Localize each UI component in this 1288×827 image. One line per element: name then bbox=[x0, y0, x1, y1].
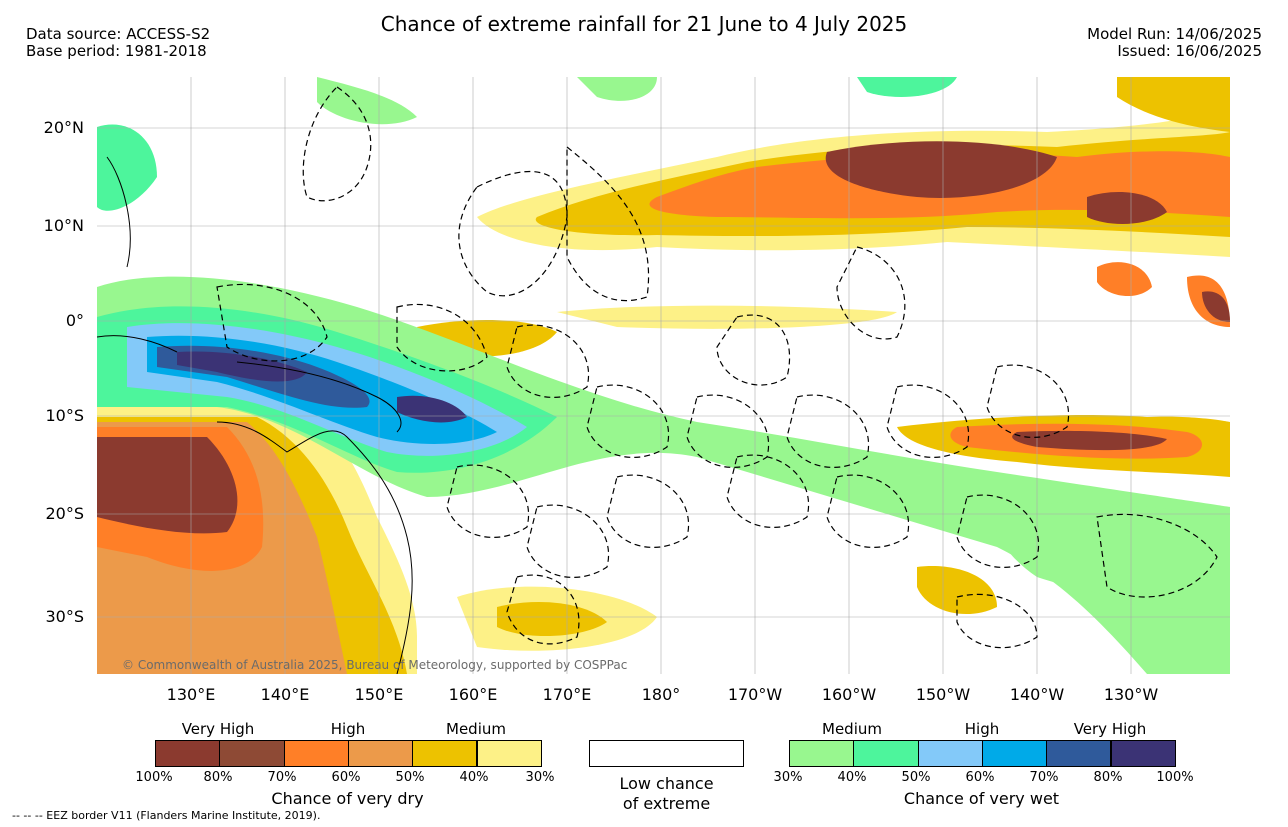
wet-swatch-4 bbox=[1046, 740, 1112, 767]
dry-swatch-2 bbox=[283, 740, 349, 767]
low-chance-line2: of extreme bbox=[622, 794, 711, 813]
wet-tick-50: 50% bbox=[901, 770, 931, 785]
map-title: Chance of extreme rainfall for 21 June t… bbox=[380, 12, 908, 36]
dry-legend-title: Chance of very dry bbox=[271, 789, 424, 808]
wet-category-very-high: Very High bbox=[1073, 720, 1147, 738]
rainfall-map bbox=[97, 77, 1230, 674]
dry-category-high: High bbox=[330, 720, 366, 738]
lat-label-30s: 30°S bbox=[45, 607, 84, 626]
wet-category-medium: Medium bbox=[822, 720, 882, 738]
wet-tick-30: 30% bbox=[773, 770, 803, 785]
low-chance-swatch bbox=[589, 740, 744, 767]
lon-label-160e: 160°E bbox=[448, 685, 498, 704]
wet-tick-100: 100% bbox=[1156, 770, 1194, 785]
dry-swatch-4 bbox=[412, 740, 478, 767]
lat-label-20s: 20°S bbox=[45, 504, 84, 523]
issued-text: Issued: 16/06/2025 bbox=[1117, 42, 1262, 60]
lon-label-140w: 140°W bbox=[1009, 685, 1065, 704]
lon-label-150w: 150°W bbox=[915, 685, 971, 704]
copyright-notice: © Commonwealth of Australia 2025, Bureau… bbox=[122, 658, 628, 672]
dry-tick-30: 30% bbox=[525, 770, 555, 785]
lon-label-150e: 150°E bbox=[354, 685, 404, 704]
dry-category-medium: Medium bbox=[446, 720, 506, 738]
wet-legend-title: Chance of very wet bbox=[903, 789, 1060, 808]
dry-tick-40: 40% bbox=[459, 770, 489, 785]
eez-borders bbox=[216, 86, 1218, 649]
lat-label-eq: 0° bbox=[65, 311, 84, 330]
wet-tick-70: 70% bbox=[1029, 770, 1059, 785]
header-right: Model Run: 14/06/2025 Issued: 16/06/2025 bbox=[1087, 26, 1262, 60]
wet-tick-80: 80% bbox=[1093, 770, 1123, 785]
wet-tick-40: 40% bbox=[837, 770, 867, 785]
lat-label-20n: 20°N bbox=[43, 118, 84, 137]
dry-tick-70: 70% bbox=[267, 770, 297, 785]
lon-label-160w: 160°W bbox=[821, 685, 877, 704]
dry-north-band bbox=[477, 77, 1230, 327]
lon-label-180: 180° bbox=[641, 685, 681, 704]
lat-label-10n: 10°N bbox=[43, 216, 84, 235]
lon-label-170w: 170°W bbox=[727, 685, 783, 704]
wet-swatch-1 bbox=[853, 740, 919, 767]
data-source-text: Data source: ACCESS-S2 bbox=[26, 25, 211, 43]
dry-swatch-1 bbox=[219, 740, 285, 767]
dry-category-very-high: Very High bbox=[181, 720, 255, 738]
wet-swatch-0 bbox=[789, 740, 855, 767]
lat-label-10s: 10°S bbox=[45, 406, 84, 425]
dry-tick-50: 50% bbox=[395, 770, 425, 785]
wet-swatch-5 bbox=[1110, 740, 1176, 767]
wet-swatch-2 bbox=[917, 740, 983, 767]
dry-australia bbox=[97, 407, 417, 674]
header-left: Data source: ACCESS-S2 Base period: 1981… bbox=[26, 26, 210, 60]
lon-label-130e: 130°E bbox=[166, 685, 216, 704]
base-period-text: Base period: 1981-2018 bbox=[26, 42, 207, 60]
dry-tick-80: 80% bbox=[203, 770, 233, 785]
lon-label-170e: 170°E bbox=[542, 685, 592, 704]
dry-tick-100: 100% bbox=[135, 770, 173, 785]
wet-swatch-3 bbox=[981, 740, 1048, 767]
wet-category-high: High bbox=[964, 720, 1000, 738]
low-chance-line1: Low chance bbox=[619, 774, 714, 793]
dry-southeast-band bbox=[897, 415, 1230, 477]
dry-swatch-0 bbox=[155, 740, 221, 767]
model-run-text: Model Run: 14/06/2025 bbox=[1087, 25, 1262, 43]
wet-tick-60: 60% bbox=[965, 770, 995, 785]
dry-swatch-5 bbox=[476, 740, 542, 767]
coastlines bbox=[97, 156, 413, 674]
graticule bbox=[97, 77, 1230, 674]
dry-swatch-3 bbox=[347, 740, 414, 767]
lon-label-140e: 140°E bbox=[260, 685, 310, 704]
eez-footnote: -- -- -- EEZ border V11 (Flanders Marine… bbox=[12, 809, 321, 822]
dry-tick-60: 60% bbox=[331, 770, 361, 785]
lon-label-130w: 130°W bbox=[1103, 685, 1159, 704]
wet-west-pacific bbox=[97, 276, 1230, 674]
